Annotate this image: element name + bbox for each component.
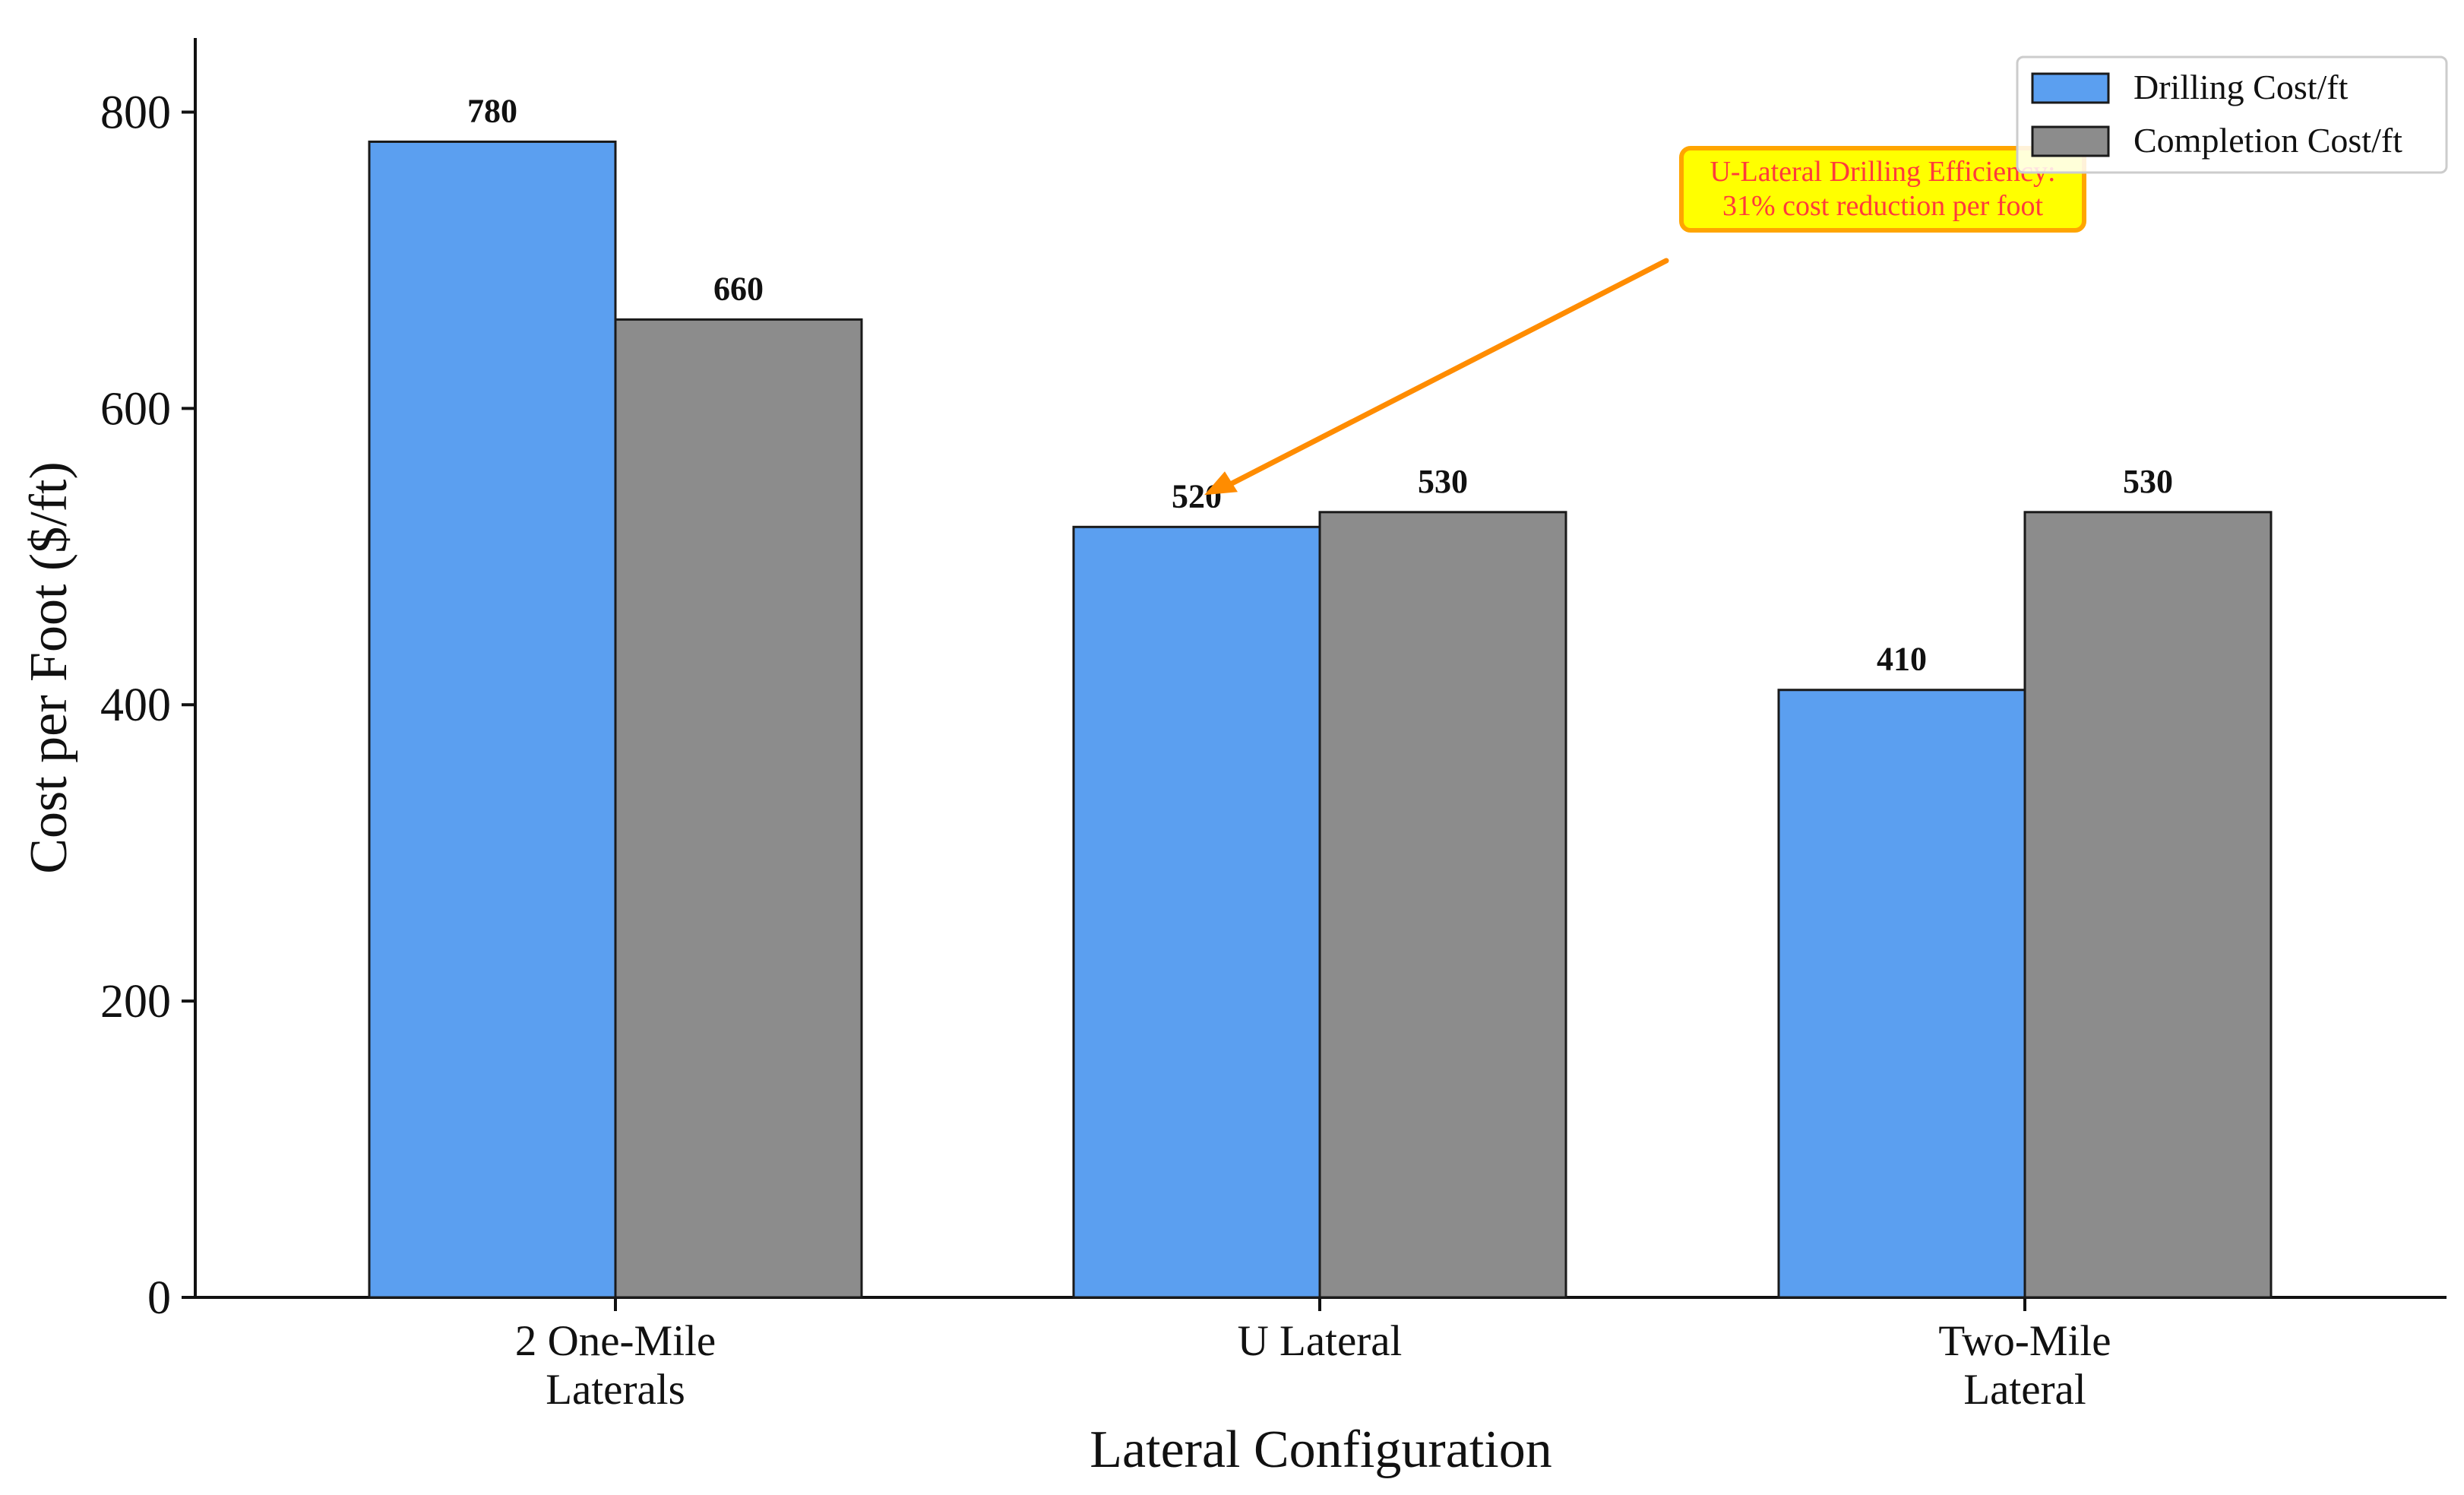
legend-swatch-0	[2031, 72, 2110, 104]
annotation: U-Lateral Drilling Efficiency:31% cost r…	[1204, 146, 2086, 496]
bars	[368, 140, 2273, 1299]
bar-drilling-1	[1072, 525, 1321, 1299]
bar-completion-0	[614, 318, 863, 1299]
bar-drilling-0	[368, 140, 617, 1299]
x-tick-label-0: 2 One-Mile Laterals	[515, 1317, 716, 1414]
y-tick-label-200: 200	[100, 976, 171, 1028]
y-tick-label-800: 800	[100, 87, 171, 138]
x-tick-label-2: Two-Mile Lateral	[1938, 1317, 2111, 1414]
bar-drilling-2	[1777, 689, 2026, 1299]
legend-label-0: Drilling Cost/ft	[2133, 68, 2349, 106]
data-label-completion-0: 660	[713, 270, 764, 307]
x-tick-label-1: U Lateral	[1238, 1317, 1403, 1365]
x-tick-label-line: 2 One-Mile	[515, 1317, 716, 1365]
x-axis-title: Lateral Configuration	[1090, 1421, 1551, 1479]
data-label-completion-2: 530	[2123, 463, 2173, 500]
data-label-drilling-1: 520	[1172, 477, 1222, 515]
data-labels: 780 520 410 660 530 530	[467, 92, 2173, 677]
data-label-completion-1: 530	[1418, 463, 1468, 500]
annotation-arrow-line	[1224, 258, 1669, 489]
annotation-text-line-1: 31% cost reduction per foot	[1722, 190, 2044, 222]
bar-completion-1	[1318, 511, 1567, 1299]
x-tick-label-line: Lateral	[1963, 1366, 2086, 1414]
axes: 0 200 400 600 800 2 One-Mile Laterals U Lateral…	[20, 38, 2447, 1479]
annotation-text-line-0: U-Lateral Drilling Efficiency:	[1710, 156, 2055, 188]
legend-box	[2016, 55, 2448, 174]
x-tick-label-line: U Lateral	[1238, 1317, 1403, 1365]
data-label-drilling-0: 780	[467, 92, 517, 129]
x-tick-label-line: Laterals	[546, 1366, 685, 1414]
legend: Drilling Cost/ft Completion Cost/ft	[2016, 55, 2448, 174]
legend-swatch-1	[2031, 125, 2110, 157]
y-axis-title: Cost per Foot ($/ft)	[20, 461, 78, 873]
annotation-box	[1679, 146, 2086, 233]
annotation-arrow-head	[1204, 471, 1238, 496]
x-tick-label-line: Two-Mile	[1938, 1317, 2111, 1365]
bar-completion-2	[2023, 511, 2273, 1299]
legend-label-1: Completion Cost/ft	[2133, 121, 2402, 160]
y-tick-label-0: 0	[147, 1272, 171, 1324]
data-label-drilling-2: 410	[1877, 641, 1927, 678]
y-tick-label-600: 600	[100, 383, 171, 435]
y-tick-label-400: 400	[100, 679, 171, 731]
